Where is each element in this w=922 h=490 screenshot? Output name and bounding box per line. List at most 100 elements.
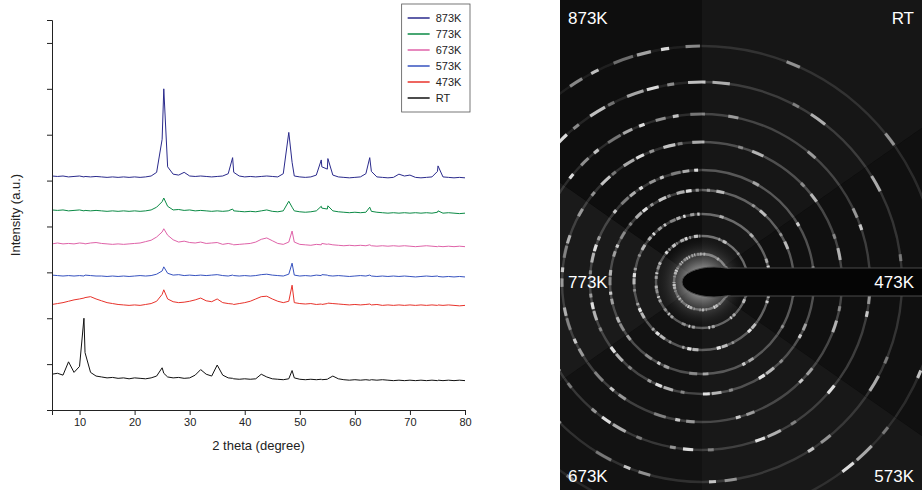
legend-swatch (408, 49, 430, 51)
diffraction-ring (702, 141, 818, 203)
diffraction-spot (633, 268, 637, 271)
diffraction-ring (560, 45, 702, 148)
tick-mark (47, 364, 52, 365)
diffraction-spot (595, 450, 612, 461)
diffraction-spot (649, 179, 657, 185)
diffraction-spot (703, 392, 710, 395)
diffraction-spot (779, 359, 784, 364)
diffraction-spot (615, 353, 624, 362)
diffraction-spot (683, 214, 686, 218)
diffraction-spot (883, 356, 889, 364)
tick-mark (80, 410, 81, 415)
tick (47, 181, 52, 182)
diffraction-spot (810, 113, 826, 126)
diffraction-spot (820, 434, 832, 444)
diffraction-spot (807, 150, 817, 159)
diffraction-spot (798, 378, 804, 384)
diffraction-spot (765, 300, 769, 303)
diffraction-spot (916, 370, 922, 379)
tick-mark (47, 318, 52, 319)
tick-mark (47, 89, 52, 90)
diffraction-spot (790, 420, 797, 426)
diffraction-spot (841, 462, 854, 473)
diffraction-spot (692, 348, 698, 352)
diffraction-spot (677, 142, 682, 146)
diffraction-image: 873KRT773K473K673K573K (182, 0, 922, 490)
diffraction-spot (690, 112, 705, 116)
diffraction-spot (597, 236, 601, 241)
diffraction-spot (686, 189, 692, 193)
diffraction-spot (667, 194, 671, 198)
tick (47, 318, 52, 319)
diffraction-spot (560, 193, 561, 203)
diffraction-spot (675, 418, 680, 422)
tick: 70 (404, 410, 416, 428)
tick-label: 40 (239, 416, 251, 428)
diffraction-spot (898, 254, 902, 261)
diffraction-spot (780, 324, 784, 328)
diffraction-spot (619, 323, 626, 332)
tick-mark (47, 226, 52, 227)
tick-mark (135, 410, 136, 415)
diffraction-spot (590, 253, 595, 263)
diffraction-spot (668, 340, 672, 344)
diffraction-spot (709, 480, 716, 484)
diffraction-spot (622, 128, 633, 135)
tick (47, 89, 52, 90)
plot-lines (52, 89, 465, 381)
diffraction-spot (827, 384, 836, 394)
diffraction-spot (613, 55, 633, 65)
diffraction-spot (658, 196, 667, 202)
diffraction-ring (563, 378, 702, 452)
diffraction-spot (628, 222, 633, 227)
diffraction-spot (673, 114, 679, 118)
diffraction-spot (652, 232, 656, 236)
diffraction-spot (683, 447, 693, 451)
diffraction-spot (686, 420, 695, 424)
diffraction-spot (601, 416, 611, 424)
legend-label: 773K (436, 28, 462, 40)
tick: 50 (294, 410, 306, 428)
diffraction-spot (663, 143, 676, 149)
diffraction-ring (702, 334, 778, 375)
diffraction-spot (765, 367, 775, 375)
legend-swatch (408, 17, 430, 19)
diffraction-spot (786, 60, 801, 69)
diffraction-spot (680, 390, 684, 394)
diffraction-spot (689, 372, 697, 376)
diffraction-spot (657, 361, 661, 365)
temperature-label: RT (892, 9, 914, 28)
diffraction-ring (702, 81, 867, 168)
figure-svg: 10203040506070802 theta (degree)Intensit… (0, 0, 922, 490)
diffraction-spot (697, 212, 700, 215)
diffraction-spot (632, 278, 635, 284)
legend-swatch (408, 81, 430, 83)
xrd-pattern (52, 285, 465, 306)
diffraction-spot (796, 222, 801, 227)
diffraction-spot (687, 347, 692, 351)
tick: 10 (74, 410, 86, 428)
diffraction-spot (708, 448, 714, 452)
diffraction-spot (719, 215, 724, 219)
diffraction-spot (629, 191, 636, 198)
diffraction-spot (638, 307, 643, 312)
temperature-label: 873K (568, 9, 608, 28)
diffraction-spot (669, 218, 676, 223)
diffraction-spot (637, 254, 641, 257)
diffraction-ring (586, 362, 702, 424)
diffraction-spot (716, 346, 721, 350)
diffraction-spot (637, 50, 652, 57)
temperature-label: 573K (874, 467, 914, 486)
tick-mark (300, 410, 301, 415)
diffraction-spot (676, 216, 681, 220)
diffraction-spot (802, 323, 808, 331)
diffraction-spot (565, 318, 572, 331)
diffraction-ring (702, 189, 778, 230)
diffraction-spot (661, 47, 670, 51)
legend-swatch (408, 97, 430, 99)
diffraction-spot (635, 211, 643, 219)
diffraction-ring (702, 113, 841, 187)
diffraction-ring (586, 141, 702, 203)
diffraction-spot (728, 114, 739, 119)
diffraction-spot (670, 445, 676, 449)
